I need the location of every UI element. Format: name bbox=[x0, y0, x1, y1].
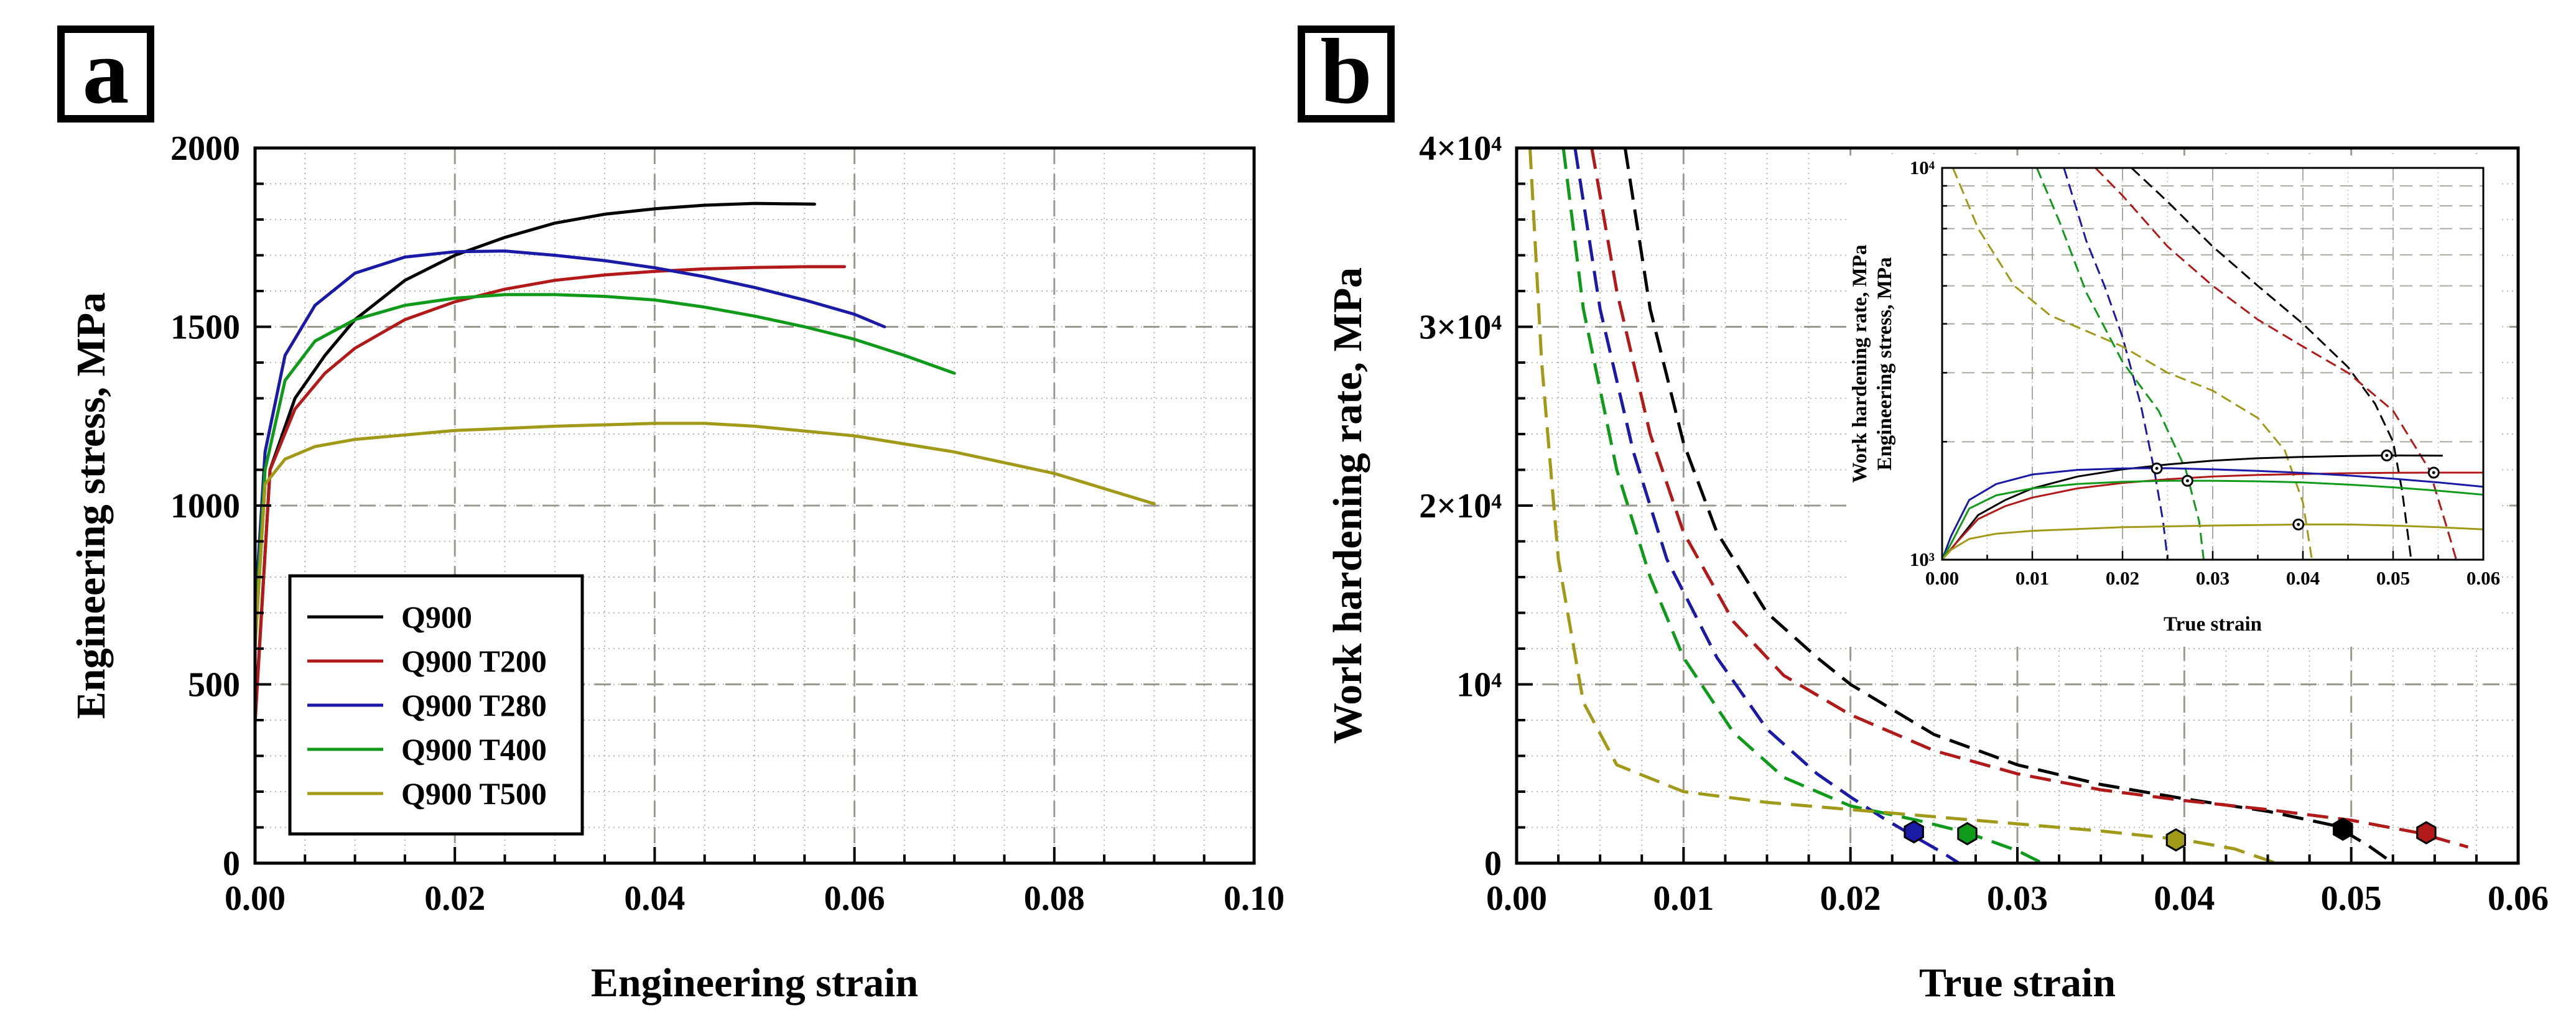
inset-series-line-q900-t280-stress bbox=[1941, 467, 2484, 560]
y-tick-label: 500 bbox=[188, 666, 240, 705]
y-tick-label: 2×10⁴ bbox=[1419, 487, 1502, 525]
inset-marker-dot-q900-t400 bbox=[2185, 479, 2189, 483]
panel-a-series bbox=[253, 201, 1156, 726]
marker-q900-t280 bbox=[1904, 820, 1924, 844]
inset-background bbox=[1848, 155, 2501, 647]
inset-x-tick-label: 0.01 bbox=[2016, 567, 2049, 589]
x-tick-label: 0.00 bbox=[1486, 879, 1547, 918]
series-line-q900 bbox=[253, 201, 816, 722]
panel-b-label-box bbox=[1298, 25, 1395, 123]
series-line-q900-t500 bbox=[253, 422, 1156, 650]
inset-ticks: 0.00 0.01 0.02 0.03 0.04 0.05 0.06 10³ 10⁴ bbox=[1910, 157, 2500, 589]
inset-marker-dot-q900-t280 bbox=[2155, 466, 2159, 470]
panel-a-label: a bbox=[83, 20, 129, 123]
panel-b-ticks: 0.00 0.01 0.02 0.03 0.04 0.05 0.06 0 10⁴ 2×10⁴ 3×1… bbox=[1419, 129, 2549, 918]
panel-a-chart: a 0.00 0.02 0.04 0.06 0.08 0.10 0 500 1000 1500 20… bbox=[57, 20, 1285, 1006]
inset-x-tick-label: 0.00 bbox=[1925, 567, 1959, 589]
legend-label-q900-t500: Q900 T500 bbox=[401, 776, 547, 811]
inset-series-line-q900-t500-work-hardening bbox=[1952, 167, 2313, 560]
panel-a-y-axis-title: Engineering stress, MPa bbox=[68, 292, 114, 719]
inset-series-line-q900-work-hardening bbox=[2131, 167, 2412, 560]
series-line-q900-t200 bbox=[253, 265, 846, 726]
inset-y-axis-title-1: Work hardening rate, MPa bbox=[1849, 244, 1871, 483]
legend-label-q900-t400: Q900 T400 bbox=[401, 732, 547, 767]
panel-b-label: b bbox=[1320, 20, 1372, 123]
x-tick-label: 0.10 bbox=[1224, 879, 1285, 918]
inset-series-line-q900-t400-work-hardening bbox=[2035, 167, 2205, 560]
marker-q900-t400 bbox=[1957, 821, 1978, 846]
x-tick-label: 0.06 bbox=[2488, 879, 2549, 918]
y-tick-label: 1000 bbox=[170, 487, 240, 525]
panel-a-legend: Q900 Q900 T200 Q900 T280 Q900 T400 Q900 T500 bbox=[288, 574, 584, 836]
inset-x-tick-label: 0.06 bbox=[2467, 567, 2500, 589]
panel-b-series bbox=[1528, 147, 2469, 865]
series-line-q900-t200 bbox=[1590, 147, 2469, 849]
y-tick-label: 0 bbox=[223, 844, 240, 883]
x-tick-label: 0.00 bbox=[225, 879, 286, 918]
x-tick-label: 0.05 bbox=[2321, 879, 2382, 918]
inset-marker-dot-q900-t500 bbox=[2297, 522, 2300, 526]
x-tick-label: 0.08 bbox=[1024, 879, 1085, 918]
inset-y-tick-label: 10⁴ bbox=[1910, 157, 1935, 178]
panel-a-x-axis-title: Engineering strain bbox=[591, 960, 918, 1006]
legend-label-q900-t200: Q900 T200 bbox=[401, 644, 547, 678]
panel-a-ticks: 0.00 0.02 0.04 0.06 0.08 0.10 0 500 1000 1500 2000 bbox=[170, 129, 1285, 918]
inset-x-tick-label: 0.04 bbox=[2286, 567, 2320, 589]
inset-series-line-q900-t280-work-hardening bbox=[2063, 167, 2169, 560]
panel-a-label-box bbox=[57, 25, 154, 123]
x-tick-label: 0.02 bbox=[424, 879, 485, 918]
y-tick-label: 4×10⁴ bbox=[1419, 129, 1502, 168]
inset-series-line-q900-stress bbox=[1941, 454, 2443, 560]
y-tick-label: 3×10⁴ bbox=[1419, 308, 1502, 347]
x-tick-label: 0.04 bbox=[624, 879, 685, 918]
x-tick-label: 0.02 bbox=[1820, 879, 1881, 918]
x-tick-label: 0.06 bbox=[824, 879, 885, 918]
inset-series bbox=[1941, 167, 2484, 561]
panel-b-chart: b 0.00 0.01 0.02 0.03 0.04 0.05 0.06 0 10⁴ 2×10⁴ 3… bbox=[1298, 20, 2549, 1006]
inset-series-line-q900-t200-stress bbox=[1941, 471, 2483, 560]
series-line-q900 bbox=[1623, 147, 2394, 865]
marker-q900 bbox=[2333, 817, 2353, 841]
series-line-q900-t280 bbox=[253, 249, 886, 614]
panel-b-y-axis-title: Work hardening rate, MPa bbox=[1325, 267, 1370, 744]
x-tick-label: 0.04 bbox=[2154, 879, 2215, 918]
y-tick-label: 10⁴ bbox=[1456, 666, 1502, 705]
legend-label-q900-t280: Q900 T280 bbox=[401, 688, 547, 723]
inset-y-axis-title-2: Engineering stress, MPa bbox=[1874, 257, 1896, 470]
inset-x-tick-label: 0.02 bbox=[2106, 567, 2139, 589]
y-tick-label: 1500 bbox=[170, 308, 240, 347]
inset-series-line-q900-t500-stress bbox=[1941, 523, 2484, 561]
series-line-q900-t280 bbox=[1573, 147, 1960, 865]
x-tick-label: 0.01 bbox=[1653, 879, 1714, 918]
inset-x-axis-title: True strain bbox=[2164, 613, 2262, 636]
inset-marker-dot-q900-t200 bbox=[2432, 471, 2435, 474]
inset-x-tick-label: 0.05 bbox=[2376, 567, 2410, 589]
series-line-q900-t400 bbox=[253, 293, 956, 632]
inset-marker-dot-q900 bbox=[2385, 453, 2389, 457]
panel-b-x-axis-title: True strain bbox=[1919, 960, 2116, 1006]
marker-q900-t200 bbox=[2416, 821, 2437, 844]
marker-q900-t500 bbox=[2165, 828, 2187, 852]
panel-b-inset: 0.00 0.01 0.02 0.03 0.04 0.05 0.06 10³ 10⁴ True … bbox=[1848, 155, 2501, 647]
y-tick-label: 2000 bbox=[170, 129, 240, 168]
y-tick-label: 0 bbox=[1484, 844, 1502, 883]
inset-series-line-q900-t400-stress bbox=[1941, 479, 2484, 560]
x-tick-label: 0.03 bbox=[1987, 879, 2048, 918]
inset-series-line-q900-t200-work-hardening bbox=[2095, 167, 2457, 560]
inset-y-tick-label: 10³ bbox=[1910, 548, 1935, 570]
legend-label-q900: Q900 bbox=[401, 599, 472, 634]
inset-x-tick-label: 0.03 bbox=[2196, 567, 2230, 589]
